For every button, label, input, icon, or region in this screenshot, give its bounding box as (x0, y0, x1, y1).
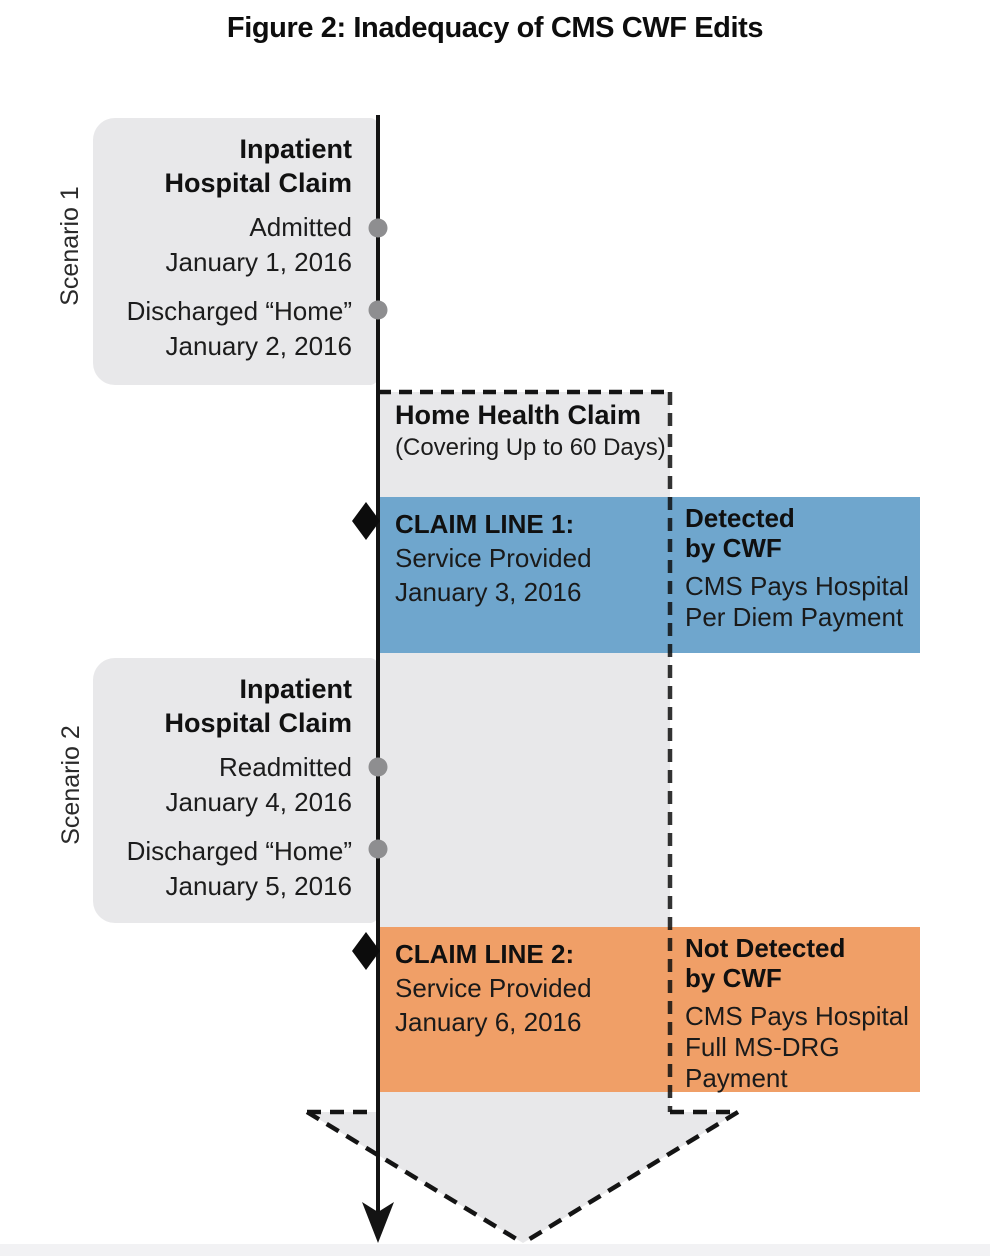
inpatient-claim-heading-line2: Hospital Claim (164, 168, 352, 198)
claim-line-2-date: January 6, 2016 (395, 1007, 582, 1037)
cwf-not-detected-text: Not Detected by CWF CMS Pays Hospital Fu… (685, 933, 909, 1094)
scenario-1-box: Inpatient Hospital Claim Admitted Januar… (93, 118, 378, 385)
admitted-event-title: Admitted (249, 212, 352, 242)
discharged2-event-title: Discharged “Home” (126, 836, 352, 866)
detected-heading-line2: by CWF (685, 533, 782, 563)
detected-heading-line1: Detected (685, 503, 795, 533)
home-health-claim-subtitle: (Covering Up to 60 Days) (395, 434, 666, 461)
claim-line-2-diamond-icon (352, 932, 380, 970)
readmitted-event-title: Readmitted (219, 752, 352, 782)
claim-line-2-service: Service Provided (395, 973, 592, 1003)
claim-line-1-date: January 3, 2016 (395, 577, 582, 607)
home-health-claim-title: Home Health Claim (395, 400, 642, 430)
readmitted-event-date: January 4, 2016 (165, 787, 352, 817)
claim-line-1-text: CLAIM LINE 1: Service Provided January 3… (395, 507, 592, 609)
claim-line-2-box: CLAIM LINE 2: Service Provided January 6… (378, 927, 920, 1094)
discharged-event-title: Discharged “Home” (126, 296, 352, 326)
claim-line-2-text: CLAIM LINE 2: Service Provided January 6… (395, 937, 592, 1039)
page-bottom-strip (0, 1244, 990, 1256)
figure-title: Figure 2: Inadequacy of CMS CWF Edits (226, 12, 764, 44)
claim-line-1-service: Service Provided (395, 543, 592, 573)
future-arrow-left-edge (305, 1110, 525, 1245)
claim-line-1-title: CLAIM LINE 1: (395, 509, 575, 539)
inpatient-claim-heading-line1: Inpatient (239, 134, 353, 164)
not-detected-body-line2: Full MS-DRG (685, 1032, 840, 1062)
future-arrow-right-edge (521, 1110, 740, 1245)
detected-body-line2: Per Diem Payment (685, 602, 904, 632)
discharged2-event-date: January 5, 2016 (165, 871, 352, 901)
cwf-detected-text: Detected by CWF CMS Pays Hospital Per Di… (685, 503, 909, 633)
claim-line-2-title: CLAIM LINE 2: (395, 939, 575, 969)
admitted-event-date: January 1, 2016 (165, 247, 352, 277)
timeline-arrowhead-icon (362, 1202, 394, 1243)
home-health-claim-box: Home Health Claim (Covering Up to 60 Day… (395, 398, 666, 464)
not-detected-body-line1: CMS Pays Hospital (685, 1001, 909, 1031)
future-period-arrow-fill (307, 1112, 738, 1243)
inpatient-claim2-heading-line2: Hospital Claim (164, 708, 352, 738)
inpatient-claim2-heading-line1: Inpatient (239, 674, 353, 704)
scenario-1-label: Scenario 1 (56, 186, 84, 306)
not-detected-body-line3: Payment (685, 1063, 788, 1093)
scenario-2-label: Scenario 2 (57, 725, 85, 845)
discharged-event-date: January 2, 2016 (165, 331, 352, 361)
claim-line-1-diamond-icon (352, 502, 380, 540)
not-detected-heading-line1: Not Detected (685, 933, 846, 963)
not-detected-heading-line2: by CWF (685, 963, 782, 993)
claim-line-1-box: CLAIM LINE 1: Service Provided January 3… (378, 497, 920, 653)
detected-body-line1: CMS Pays Hospital (685, 571, 909, 601)
scenario-2-box: Inpatient Hospital Claim Readmitted Janu… (93, 658, 378, 923)
